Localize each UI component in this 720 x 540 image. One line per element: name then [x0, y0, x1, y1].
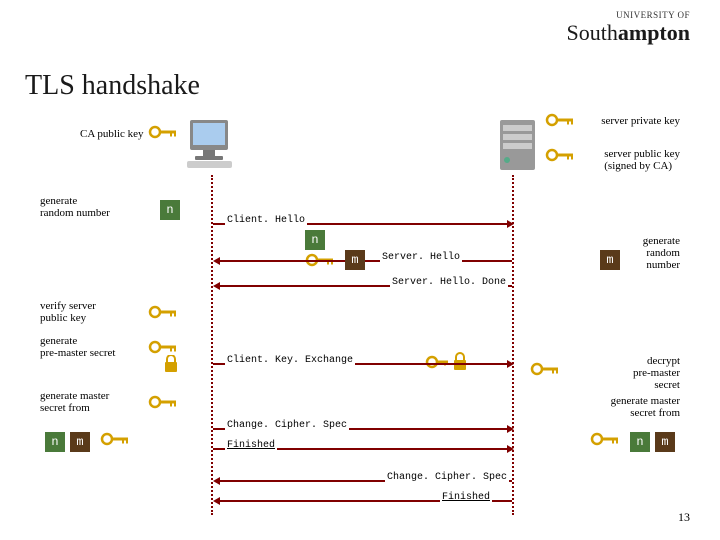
m-box-msg: m [345, 250, 365, 270]
client-hello-label: Client. Hello [225, 215, 307, 226]
decrypt-key-icon [530, 362, 560, 381]
change-cipher-spec-label: Change. Cipher. Spec [225, 420, 349, 431]
logo-top-text: UNIVERSITY OF [567, 10, 690, 20]
client-lifeline [211, 175, 213, 515]
server-pubkey-icon [545, 148, 575, 167]
page-number: 13 [678, 510, 690, 525]
n-box-final-right: n [630, 432, 650, 452]
premaster-lock-icon [163, 355, 179, 378]
gen-random-right-label: generate random number [643, 235, 680, 271]
university-logo: UNIVERSITY OF Southampton [567, 10, 690, 46]
m-box-server: m [600, 250, 620, 270]
master-final-right-key-icon [590, 432, 620, 451]
page-title: TLS handshake [25, 70, 200, 102]
verify-server-label: verify server public key [40, 300, 96, 324]
ca-key-icon [148, 125, 178, 144]
msg-key-icon [305, 253, 335, 272]
server-private-key-label: server private key [601, 115, 680, 127]
n-box-client: n [160, 200, 180, 220]
m-box-final-right: m [655, 432, 675, 452]
gen-master-right-label: generate master secret from [611, 395, 680, 419]
ca-public-key-label: CA public key [80, 128, 144, 140]
master-final-left-key-icon [100, 432, 130, 451]
decrypt-label: decrypt pre-master secret [633, 355, 680, 391]
server-privkey-icon [545, 113, 575, 132]
n-box-final-left: n [45, 432, 65, 452]
gen-random-left-label: generate random number [40, 195, 110, 219]
finished2-label: Finished [440, 492, 492, 503]
server-hello-done-label: Server. Hello. Done [390, 277, 508, 288]
server-icon [495, 115, 540, 180]
change-cipher-spec2-label: Change. Cipher. Spec [385, 472, 509, 483]
gen-master-left-label: generate master secret from [40, 390, 109, 414]
finished-label: Finished [225, 440, 277, 451]
verify-key-icon [148, 305, 178, 324]
client-computer-icon [185, 115, 240, 175]
m-box-final-left: m [70, 432, 90, 452]
server-hello-arrow [219, 260, 512, 262]
gen-premaster-label: generate pre-master secret [40, 335, 115, 359]
logo-main-text: Southampton [567, 20, 690, 46]
server-public-key-label: server public key (signed by CA) [604, 148, 680, 172]
client-key-exchange-label: Client. Key. Exchange [225, 355, 355, 366]
n-box-msg: n [305, 230, 325, 250]
master-left-key-icon [148, 395, 178, 414]
server-hello-label: Server. Hello [380, 252, 462, 263]
